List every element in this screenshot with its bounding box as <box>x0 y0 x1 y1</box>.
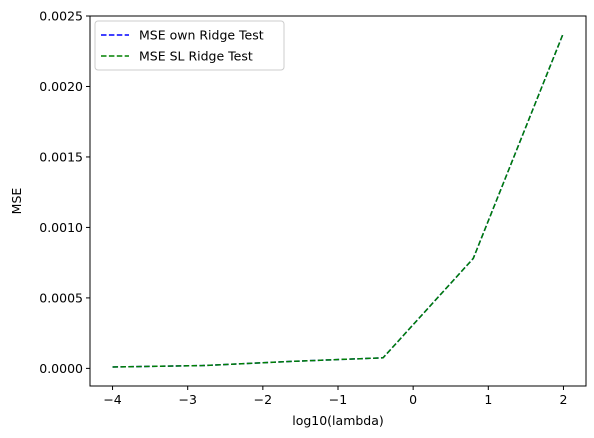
y-tick-label: 0.0010 <box>39 220 83 235</box>
x-axis-ticks: −4 −3 −2 −1 0 1 2 <box>103 386 567 407</box>
x-tick-label: −1 <box>329 392 347 407</box>
y-axis-label: MSE <box>9 188 24 215</box>
legend-label-sl-ridge: MSE SL Ridge Test <box>139 49 253 64</box>
y-tick-label: 0.0020 <box>39 79 83 94</box>
x-tick-label: 2 <box>559 392 567 407</box>
legend-frame <box>94 20 285 71</box>
y-tick-label: 0.0025 <box>39 9 83 24</box>
x-tick-label: −3 <box>178 392 196 407</box>
legend: MSE own Ridge Test MSE SL Ridge Test <box>94 20 285 71</box>
x-tick-label: −4 <box>103 392 121 407</box>
x-axis-label: log10(lambda) <box>292 413 384 428</box>
x-tick-label: −2 <box>254 392 272 407</box>
series-line-sl-ridge <box>112 32 565 368</box>
x-tick-label: 1 <box>484 392 492 407</box>
y-tick-label: 0.0015 <box>39 149 83 164</box>
series-layer <box>112 32 565 368</box>
plot-frame <box>89 15 587 387</box>
y-tick-label: 0.0005 <box>39 290 83 305</box>
legend-label-own-ridge: MSE own Ridge Test <box>139 28 264 43</box>
x-tick-label: 0 <box>409 392 417 407</box>
plot-background <box>90 16 586 386</box>
y-axis-ticks: 0.0000 0.0005 0.0010 0.0015 0.0020 0.0025 <box>39 9 90 376</box>
y-tick-label: 0.0000 <box>39 361 83 376</box>
